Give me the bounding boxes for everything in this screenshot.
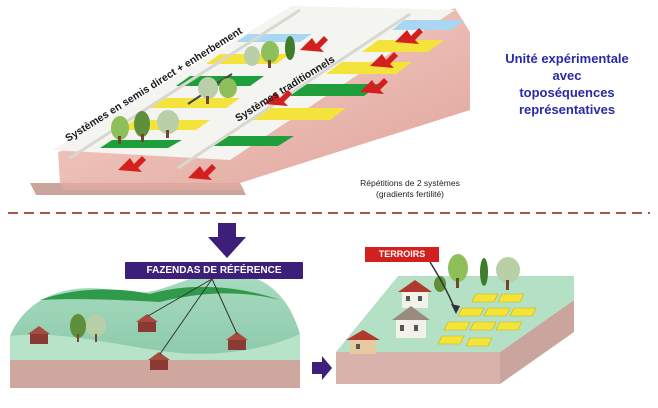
farm-house-2 <box>136 314 158 332</box>
field-blue-far <box>392 20 464 30</box>
experimental-slope: Systèmes en semis direct + enherbement S… <box>30 6 470 195</box>
red-arrow-1 <box>118 156 146 172</box>
field-blue-near <box>236 34 312 42</box>
red-arrow-5 <box>300 36 328 52</box>
field-yellow-near-2 <box>150 98 240 108</box>
field-yellow-far-1 <box>250 108 346 120</box>
slope-trees <box>111 36 295 144</box>
title-line-3: toposéquences <box>519 85 615 100</box>
farm-house-4 <box>148 352 170 370</box>
field-green-far-2 <box>290 84 380 96</box>
title-line-1: Unité expérimentale <box>505 51 629 66</box>
yellow-parcels <box>437 293 537 347</box>
title-line-4: représentatives <box>518 102 616 117</box>
field-yellow-far-3 <box>362 40 444 52</box>
repetition-caption: Répétitions de 2 systèmes (gradients fer… <box>330 178 490 200</box>
red-arrow-6 <box>370 52 398 68</box>
terroirs-side-right <box>500 300 574 384</box>
label-pointer-lines <box>147 278 238 355</box>
title-line-2: avec <box>552 68 582 83</box>
field-green-far-1 <box>210 136 294 146</box>
red-arrow-4 <box>360 78 388 94</box>
path-divider-2 <box>177 12 411 170</box>
right-arrow <box>312 356 332 380</box>
runoff-arrows <box>118 28 423 180</box>
hill-dark-ridge <box>40 286 280 302</box>
farm-house-1 <box>28 326 50 344</box>
farm-house-3 <box>226 332 248 350</box>
fazendas-label: FAZENDAS DE RÉFÉRENCE <box>125 262 303 279</box>
red-arrow-2 <box>188 164 216 180</box>
red-arrow-7 <box>395 28 423 44</box>
terroir-house-1 <box>398 280 432 308</box>
red-arrow-3 <box>264 90 292 106</box>
terroir-trees <box>434 254 520 292</box>
caption-line-1: Répétitions de 2 systèmes <box>360 178 460 188</box>
terroirs-block <box>336 254 574 384</box>
experimental-unit-title: Unité expérimentale avec toposéquences r… <box>478 50 656 118</box>
terroir-house-2 <box>392 306 430 338</box>
hill-valley-shade <box>10 334 300 360</box>
down-arrow <box>208 223 246 258</box>
path-divider-1 <box>69 8 301 160</box>
terroirs-side-front <box>336 352 500 384</box>
marker-line-2 <box>215 73 233 85</box>
reference-farms-landscape <box>10 223 300 388</box>
terroirs-label: TERROIRS <box>365 247 439 262</box>
caption-line-2: (gradients fertilité) <box>375 189 445 199</box>
landscape-trees <box>70 314 106 342</box>
terroir-house-3 <box>346 330 380 354</box>
